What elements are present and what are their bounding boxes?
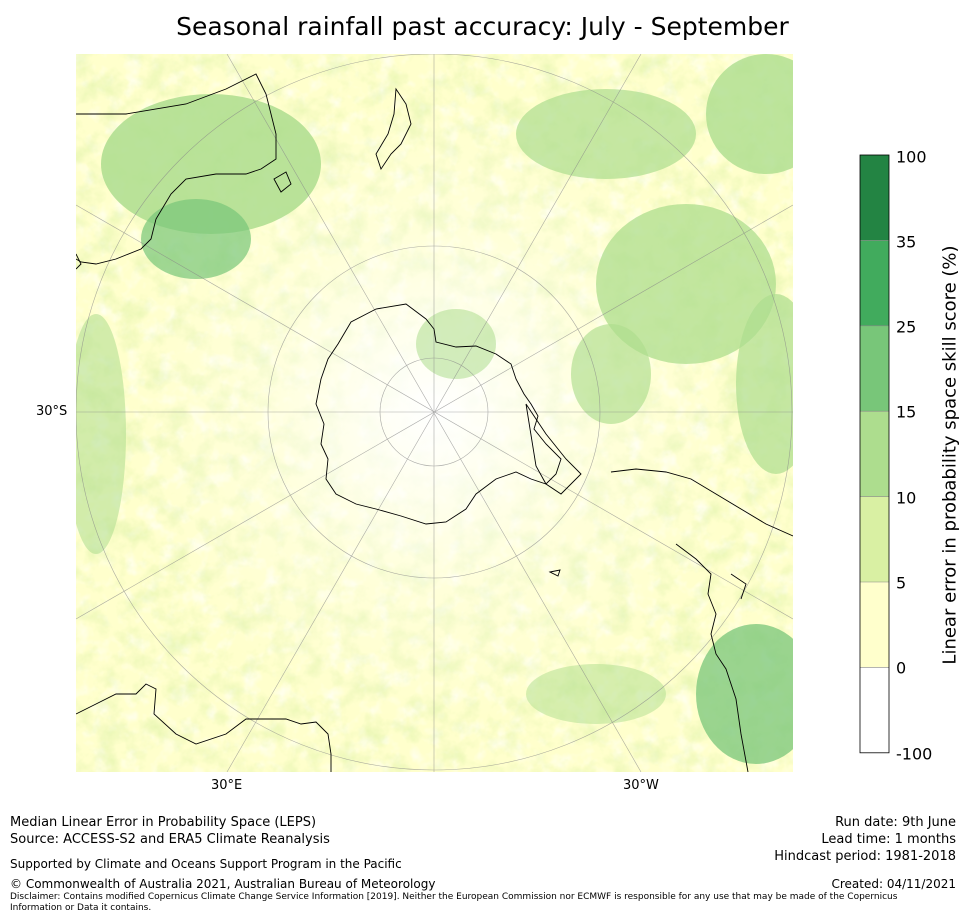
colorbar-segment — [860, 240, 889, 326]
colorbar-label: Linear error in probability space skill … — [939, 245, 961, 665]
colorbar-segment — [860, 155, 889, 241]
colorbar-segment — [860, 582, 889, 668]
footer-support: Supported by Climate and Oceans Support … — [10, 857, 402, 871]
footer-copyright: © Commonwealth of Australia 2021, Austra… — [10, 877, 436, 891]
africa-coast — [76, 73, 277, 265]
colorbar-segment — [860, 411, 889, 497]
new-zealand-coast — [375, 87, 412, 171]
footer-disclaimer-cont: Information or Data it contains. — [10, 903, 152, 913]
colorbar-tick: 5 — [896, 573, 907, 593]
falkland-island — [548, 569, 561, 577]
colorbar-segment — [860, 667, 889, 753]
footer-created: Created: 04/11/2021 — [831, 877, 956, 891]
australia-coast — [76, 683, 332, 772]
footer-lead-time: Lead time: 1 months — [821, 832, 956, 847]
antarctic-peninsula — [525, 403, 582, 495]
colorbar-tick: 35 — [896, 232, 917, 252]
graticule — [76, 54, 793, 772]
colorbar-tick: 25 — [896, 317, 917, 337]
colorbar-tick: 0 — [896, 658, 907, 678]
madagascar-coast — [273, 171, 292, 193]
colorbar-tick: 15 — [896, 402, 917, 422]
colorbar-segment — [860, 325, 889, 412]
south-america-coast — [610, 468, 793, 772]
map-panel — [76, 54, 793, 772]
lon-label-30w: 30°W — [623, 778, 659, 793]
colorbar-frame — [859, 154, 890, 754]
lat-label-30s: 30°S — [36, 404, 68, 419]
meridian — [226, 54, 642, 772]
colorbar-tick: 100 — [896, 147, 927, 167]
colorbar — [859, 154, 890, 754]
lon-label-30e: 30°E — [211, 778, 243, 793]
footer-run-date: Run date: 9th June — [835, 815, 956, 830]
meridian — [76, 204, 793, 620]
higher-skill-regions — [76, 54, 793, 764]
footer-hindcast: Hindcast period: 1981-2018 — [774, 849, 956, 864]
footer-disclaimer: Disclaimer: Contains modified Copernicus… — [10, 892, 898, 902]
colorbar-tick: -100 — [896, 744, 933, 764]
colorbar-segment — [860, 496, 889, 582]
colorbar-tick: 10 — [896, 488, 917, 508]
footer-method: Median Linear Error in Probability Space… — [10, 815, 317, 830]
sw-island-coast — [76, 253, 82, 270]
chart-title: Seasonal rainfall past accuracy: July - … — [176, 12, 789, 41]
coastlines — [76, 73, 793, 772]
footer-source: Source: ACCESS-S2 and ERA5 Climate Reana… — [10, 832, 330, 847]
